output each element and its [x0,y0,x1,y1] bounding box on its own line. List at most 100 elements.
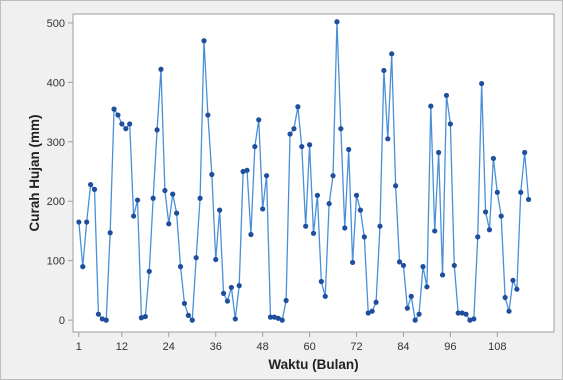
data-point [146,268,152,274]
data-point [455,310,461,316]
y-axis-ticks: 0 100 200 300 400 500 [47,18,73,327]
data-point [193,255,199,261]
data-point [389,51,395,57]
data-point [369,308,375,314]
data-point [185,312,191,318]
data-point [174,210,180,216]
data-point [283,297,289,304]
data-point [299,143,305,150]
data-point [287,131,293,137]
data-point [490,155,496,162]
data-point [494,189,500,195]
data-point [377,223,383,229]
data-point [236,283,242,289]
data-point [486,227,493,233]
data-point [107,230,113,236]
data-point [205,112,211,118]
data-point [303,223,309,229]
data-point [213,256,219,263]
y-tick-label: 300 [47,137,65,149]
data-point [189,317,195,323]
data-point [170,191,176,197]
data-point [103,317,109,323]
data-point [306,142,313,148]
data-point [142,313,148,320]
data-point [76,219,82,225]
data-point [263,173,270,179]
data-point [267,314,274,320]
data-point [518,189,524,195]
data-point [404,305,410,311]
data-point [291,126,297,132]
data-point [350,259,356,266]
data-point [400,262,407,269]
data-point [217,207,223,213]
data-point [373,299,379,305]
data-point [197,195,203,201]
x-tick-label: 1 [76,341,82,353]
y-tick-label: 100 [47,256,65,268]
data-point [123,126,129,132]
data-point [412,317,418,323]
data-point [357,207,364,213]
data-point [385,136,391,142]
data-point [436,149,442,156]
data-point [99,316,105,322]
x-tick-label: 48 [257,341,269,353]
data-point [260,206,266,212]
data-point [447,121,453,127]
data-point [271,314,277,320]
data-point [240,168,246,175]
y-tick-label: 200 [47,196,65,208]
data-point [177,264,184,270]
data-point [115,112,121,118]
data-point [256,117,262,123]
data-point [322,293,328,299]
data-point [334,19,340,25]
data-point [275,315,281,321]
data-point [84,219,90,225]
data-point [498,213,504,219]
data-point [346,146,352,153]
data-point [353,192,360,198]
data-point [220,290,227,296]
x-tick-label: 108 [488,341,506,353]
x-axis-ticks: 1 12 24 36 48 60 72 84 96 108 [76,332,506,353]
data-point [138,315,145,321]
data-point [459,310,465,316]
data-point [181,300,188,307]
data-point [295,104,301,110]
data-point [119,121,125,127]
data-point [342,225,348,231]
data-point [279,317,285,323]
data-point [252,143,258,150]
data-point [432,228,438,234]
data-point [111,106,117,112]
data-point [228,284,234,291]
data-point [408,293,414,299]
data-point [154,127,160,133]
data-point [91,186,98,192]
x-axis-title: Waktu (Bulan) [268,357,358,372]
data-point [502,294,508,301]
series-layer [76,19,532,323]
data-point [80,264,86,270]
data-point [338,126,344,132]
data-point [158,66,164,72]
x-tick-label: 72 [350,341,362,353]
data-point [475,234,481,240]
plot-area [72,13,555,333]
data-point [330,173,336,179]
data-point [232,316,238,322]
data-point [510,277,516,283]
data-point [471,316,477,322]
data-point [209,171,215,178]
data-point [134,197,141,203]
data-point [318,278,324,285]
data-point [479,80,485,87]
x-tick-label: 60 [303,341,315,353]
data-point [396,259,403,265]
y-axis-title: Curah Hujan (mm) [27,114,42,231]
data-point [244,167,250,173]
